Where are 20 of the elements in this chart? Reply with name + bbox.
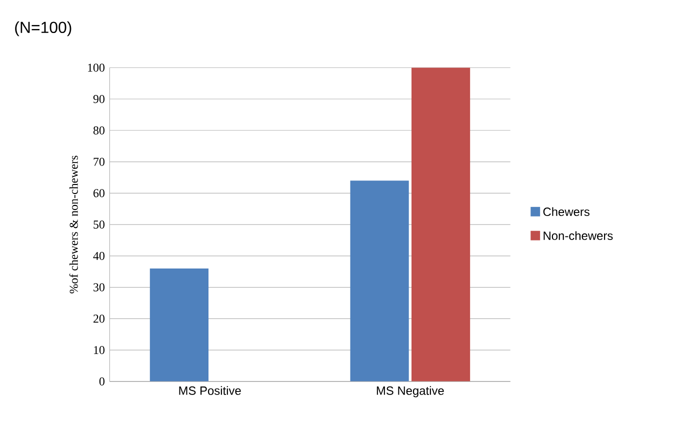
y-tick-label: 80 [93,126,104,134]
x-tick-label: MS Positive [179,386,241,395]
y-tick-label: 20 [94,314,104,323]
y-tick-label: 70 [94,158,104,166]
bar [350,180,409,382]
y-axis-title: %of chewers & non-chewers [69,156,78,294]
bar [150,268,208,382]
x-tick-label: MS Negative [376,386,444,398]
y-tick-label: 10 [94,346,104,354]
y-tick-label: 100 [88,64,104,72]
y-tick-label: 60 [94,189,104,198]
bar [412,68,470,382]
y-tick-label: 0 [99,377,104,386]
y-tick-label: 50 [94,220,104,229]
y-tick-label: 30 [94,283,104,292]
y-tick-label: 40 [93,252,104,260]
y-tick-label: 90 [93,95,104,104]
chart-title: (N=100) [15,21,72,36]
legend-label: Chewers [543,207,590,216]
legend-label: Non-chewers [544,231,613,240]
